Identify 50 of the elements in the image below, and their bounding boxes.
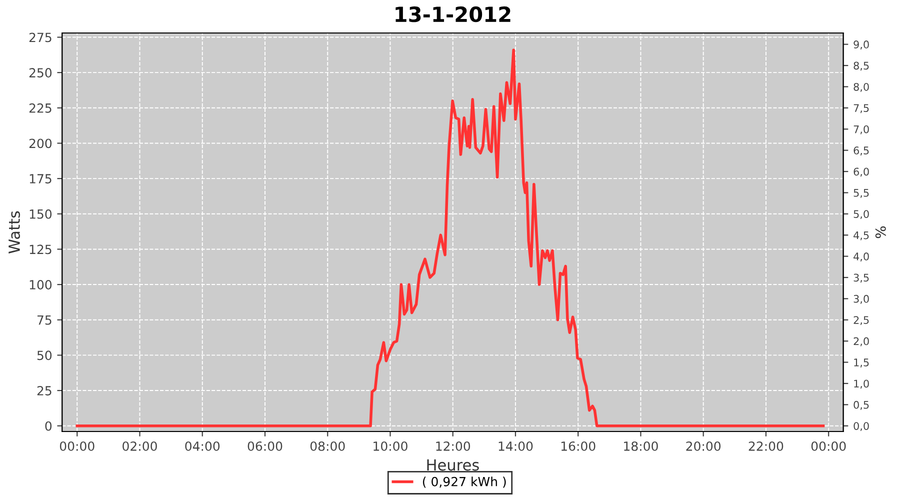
- y-axis-title: Watts: [8, 211, 20, 254]
- x-tick-label: 02:00: [122, 441, 157, 451]
- y2-tick-label: 0,0: [854, 422, 869, 432]
- y2-tick-label: 2,5: [854, 316, 869, 326]
- x-tick-label: 10:00: [374, 441, 408, 451]
- y-tick-label: 75: [37, 316, 52, 325]
- x-tick-label: 16:00: [561, 441, 596, 451]
- y2-tick-label: 9,0: [854, 40, 869, 50]
- y-tick-label: 175: [30, 174, 52, 184]
- y-tick-label: 0: [45, 421, 52, 431]
- y-tick-label: 275: [29, 32, 52, 42]
- y2-tick-label: 7,5: [854, 104, 869, 114]
- x-tick-label: 04:00: [185, 441, 220, 451]
- y-tick-label: 225: [29, 103, 52, 113]
- y2-tick-label: 6,5: [854, 146, 869, 156]
- y2-tick-label: 1,5: [854, 358, 869, 368]
- x-tick-label: 08:00: [310, 441, 345, 451]
- y-tick-label: 250: [29, 68, 52, 78]
- y2-tick-label: 4,0: [854, 252, 869, 262]
- x-tick-label: 06:00: [248, 441, 282, 451]
- y-tick-label: 200: [29, 138, 52, 148]
- x-tick-label: 22:00: [748, 441, 784, 451]
- y2-tick-label: 8,5: [854, 62, 869, 71]
- y2-tick-label: 6,0: [854, 168, 869, 177]
- y2-tick-label: 8,0: [854, 82, 869, 92]
- x-tick-label: 12:00: [436, 441, 470, 451]
- y-tick-label: 100: [30, 280, 52, 290]
- y2-tick-label: 1,0: [854, 380, 869, 389]
- x-tick-label: 20:00: [686, 441, 721, 451]
- y2-tick-label: 3,0: [854, 294, 869, 304]
- line-series: [76, 48, 825, 428]
- y-tick-label: 50: [37, 350, 52, 360]
- y2-tick-label: 4,5: [854, 231, 869, 240]
- y2-tick-label: 7,0: [854, 125, 869, 134]
- y2-tick-label: 0,5: [854, 400, 869, 410]
- chart-title: 13-1-2012: [396, 6, 510, 22]
- x-tick-label: 00:00: [811, 441, 846, 451]
- x-tick-label: 14:00: [498, 441, 533, 451]
- y2-tick-label: 5,0: [854, 210, 869, 220]
- y-tick-label: 25: [37, 386, 52, 396]
- y-tick-label: 125: [30, 244, 52, 254]
- y-tick-label: 150: [30, 209, 52, 219]
- y2-axis-title: %: [875, 226, 886, 238]
- x-axis-title: Heures: [427, 459, 479, 471]
- y2-tick-label: 5,5: [854, 189, 869, 198]
- x-tick-label: 00:00: [60, 441, 94, 451]
- x-tick-label: 18:00: [624, 441, 658, 451]
- y2-tick-label: 3,5: [854, 274, 869, 283]
- legend-label: ( 0,927 kWh ): [422, 476, 506, 488]
- y2-tick-label: 2,0: [854, 337, 869, 346]
